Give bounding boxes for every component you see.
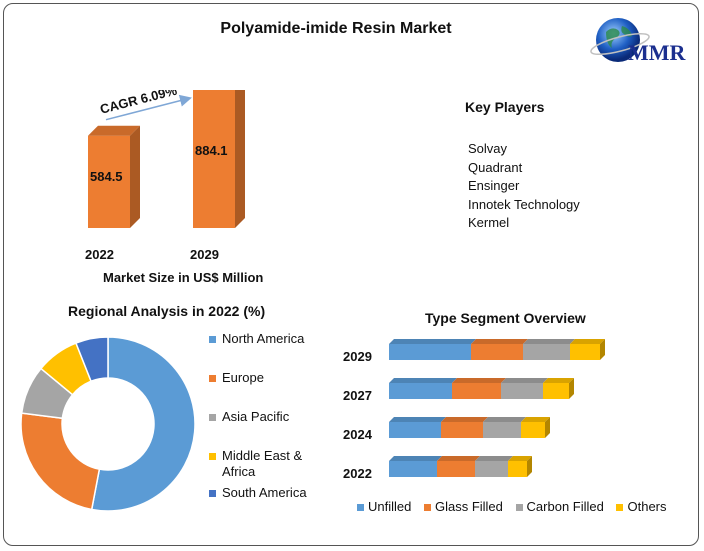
- key-player-item: Ensinger: [468, 178, 520, 193]
- donut-slice-europe: [20, 412, 101, 511]
- legend-swatch: [357, 504, 364, 511]
- segment-2029-glass-filled: [471, 344, 523, 360]
- segment-top: [508, 456, 532, 461]
- chart-frame: [3, 3, 699, 546]
- segment-top: [441, 417, 488, 422]
- legend-item-middle-east-africa: Middle East & Africa: [209, 448, 307, 480]
- segment-top: [389, 378, 457, 383]
- bar-2029: [193, 90, 235, 228]
- segment-2024-unfilled: [389, 422, 441, 438]
- key-player-item: Quadrant: [468, 159, 523, 175]
- legend-swatch: [209, 414, 216, 421]
- segment-top: [389, 339, 476, 344]
- segment-2024-glass-filled: [441, 422, 483, 438]
- segment-top: [389, 417, 446, 422]
- type-segment-title: Type Segment Overview: [425, 310, 586, 326]
- legend-item-others: Others: [616, 499, 667, 514]
- bar-side: [235, 90, 245, 228]
- type-segment-chart: [389, 339, 605, 477]
- donut-slice-south-america: [74, 336, 109, 383]
- x-axis-label: Market Size in US$ Million: [103, 270, 264, 285]
- segment-2027-others: [543, 383, 569, 399]
- segment-2022-unfilled: [389, 461, 437, 477]
- segment-2024-carbon-filled: [483, 422, 521, 438]
- page-title: Polyamide-imide Resin Market: [220, 20, 452, 37]
- bar-value-label-2029: 884.1: [195, 143, 228, 159]
- segment-top: [389, 456, 442, 461]
- segment-2027-unfilled: [389, 383, 452, 399]
- segment-top: [483, 417, 526, 422]
- regional-legend: North America Europe Asia Pacific Middle…: [209, 331, 307, 501]
- segment-2027-carbon-filled: [501, 383, 543, 399]
- key-player-item: Innotek Technology: [468, 196, 580, 212]
- legend-swatch: [209, 490, 216, 497]
- legend-item-south-america: South America: [209, 485, 307, 501]
- legend-swatch: [616, 504, 624, 511]
- legend-swatch: [515, 504, 523, 511]
- segment-2027-glass-filled: [452, 383, 501, 399]
- regional-title: Regional Analysis in 2022 (%): [68, 303, 266, 319]
- legend-swatch: [423, 504, 431, 511]
- segment-2022-carbon-filled: [475, 461, 508, 477]
- legend-item-unfilled: Unfilled: [357, 499, 411, 514]
- bar-top: [88, 125, 140, 136]
- donut-slice-north-america: [90, 336, 196, 512]
- segment-top: [570, 339, 605, 344]
- y-tick-2024: 2024: [343, 427, 372, 442]
- segment-side: [545, 417, 550, 438]
- segment-2029-others: [570, 344, 600, 360]
- segment-top: [475, 456, 513, 461]
- segment-top: [471, 339, 528, 344]
- legend-item-asia-pacific: Asia Pacific: [209, 409, 307, 425]
- legend-item-north-america: North America: [209, 331, 307, 347]
- legend-swatch: [209, 375, 216, 382]
- market-size-chart: CAGR 6.09%: [88, 90, 245, 228]
- legend-item-glass-filled: Glass Filled: [423, 499, 503, 514]
- bar-2022: [88, 135, 130, 228]
- legend-swatch: [209, 453, 216, 460]
- type-segment-legend: Unfilled Glass Filled Carbon Filled Othe…: [357, 499, 676, 514]
- key-player-item: Kermel: [468, 215, 510, 230]
- globe-icon: [590, 18, 650, 62]
- legend-item-europe: Europe: [209, 370, 307, 386]
- bar-side: [130, 125, 140, 228]
- legend-item-carbon-filled: Carbon Filled: [515, 499, 604, 514]
- regional-donut-chart: [20, 336, 196, 512]
- logo-text: MMR: [628, 40, 686, 65]
- segment-side: [600, 339, 605, 360]
- y-tick-2027: 2027: [343, 388, 372, 403]
- key-players-list: Solvay Quadrant Ensinger Innotek Technol…: [468, 140, 580, 233]
- legend-swatch: [209, 336, 216, 343]
- segment-side: [527, 456, 532, 477]
- segment-2024-others: [521, 422, 545, 438]
- x-tick-2029: 2029: [190, 247, 219, 262]
- segment-top: [523, 339, 575, 344]
- segment-2022-glass-filled: [437, 461, 475, 477]
- segment-2029-unfilled: [389, 344, 471, 360]
- key-player-item: Solvay: [468, 141, 508, 156]
- segment-top: [543, 378, 574, 383]
- y-tick-2022: 2022: [343, 466, 372, 481]
- y-tick-2029: 2029: [343, 349, 372, 364]
- segment-top: [501, 378, 548, 383]
- segment-top: [521, 417, 550, 422]
- segment-top: [437, 456, 480, 461]
- cagr-arrow: [105, 94, 192, 121]
- segment-2029-carbon-filled: [523, 344, 570, 360]
- key-players-title: Key Players: [465, 99, 545, 115]
- segment-2022-others: [508, 461, 527, 477]
- x-tick-2022: 2022: [85, 247, 114, 262]
- segment-top: [452, 378, 506, 383]
- bar-value-label-2022: 584.5: [90, 169, 123, 185]
- segment-side: [569, 378, 574, 399]
